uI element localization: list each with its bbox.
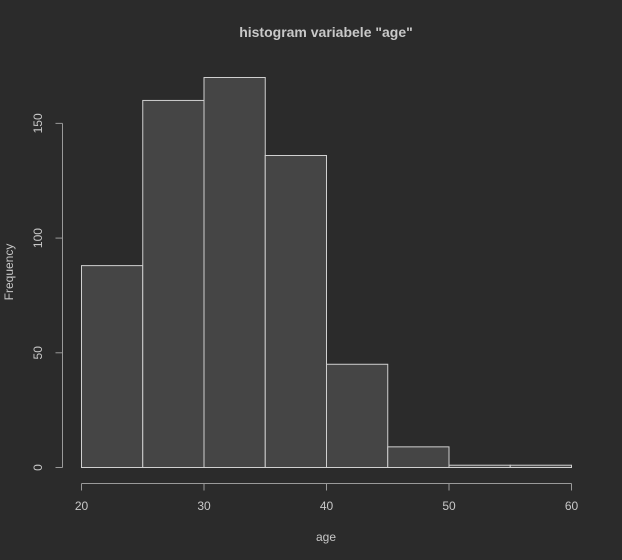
- histogram-bar: [509, 464, 572, 468]
- histogram-bar: [448, 464, 511, 468]
- x-tick-label: 20: [75, 499, 89, 513]
- y-axis: 0 50 100 150: [31, 113, 63, 471]
- chart-title: histogram variabele "age": [239, 24, 413, 40]
- y-tick-label: 0: [31, 464, 45, 471]
- x-tick-label: 30: [197, 499, 211, 513]
- x-axis-title: age: [316, 530, 336, 544]
- y-axis-title: Frequency: [2, 244, 16, 301]
- histogram-bar: [387, 446, 450, 468]
- histogram-bar: [203, 77, 266, 468]
- x-tick-label: 60: [565, 499, 579, 513]
- histogram-bar: [264, 155, 327, 468]
- y-tick-label: 150: [31, 113, 45, 133]
- histogram-bar: [81, 265, 144, 468]
- bars-group: [81, 77, 572, 469]
- histogram-bar: [142, 99, 205, 469]
- histogram-bar: [326, 363, 389, 468]
- y-tick-label: 100: [31, 228, 45, 248]
- x-axis: 20 30 40 50 60: [75, 483, 579, 513]
- y-tick-label: 50: [31, 346, 45, 360]
- x-tick-label: 40: [320, 499, 334, 513]
- x-tick-label: 50: [442, 499, 456, 513]
